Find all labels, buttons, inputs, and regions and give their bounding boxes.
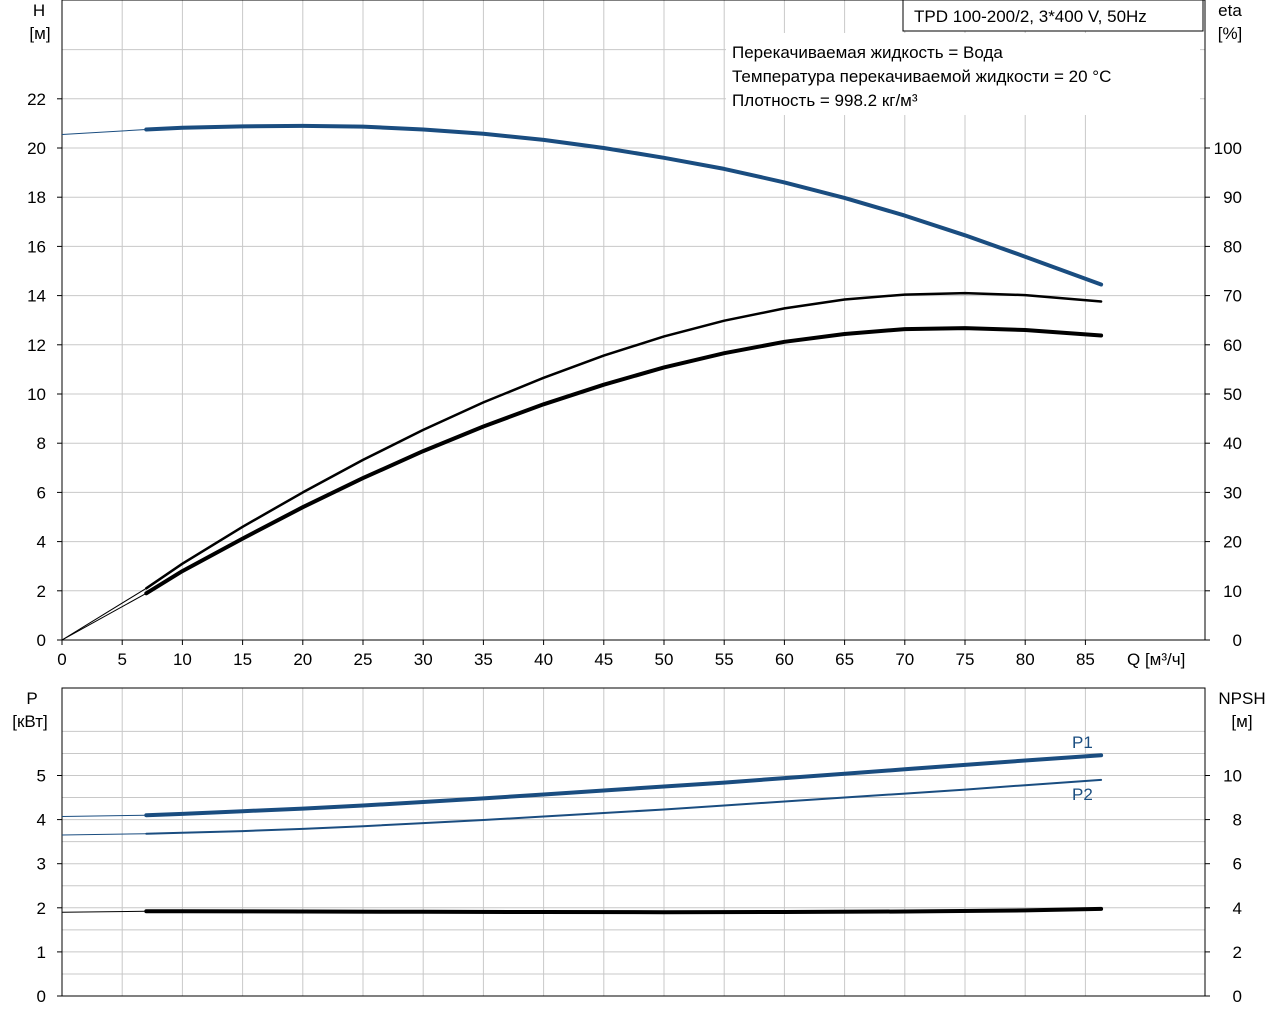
- bottom-left-axis-unit: [кВт]: [12, 712, 47, 731]
- top-right-tick-label: 30: [1223, 483, 1242, 502]
- top-left-tick-label: 20: [27, 139, 46, 158]
- x-tick-label: 40: [534, 650, 553, 669]
- bottom-left-tick-label: 4: [37, 811, 46, 830]
- top-left-tick-label: 0: [37, 631, 46, 650]
- x-tick-label: 0: [57, 650, 66, 669]
- top-right-tick-label: 10: [1223, 582, 1242, 601]
- x-tick-label: 60: [775, 650, 794, 669]
- top-left-tick-label: 8: [37, 434, 46, 453]
- top-left-tick-label: 16: [27, 237, 46, 256]
- NPSH-curve: [144, 906, 1104, 915]
- info-box: [726, 33, 1200, 115]
- top-right-tick-label: 20: [1223, 533, 1242, 552]
- top-right-tick-label: 40: [1223, 434, 1242, 453]
- top-left-tick-label: 22: [27, 90, 46, 109]
- top-right-tick-label: 60: [1223, 336, 1242, 355]
- P1-curve-extrapolated: [61, 814, 147, 817]
- top-right-axis-unit: [%]: [1218, 24, 1243, 43]
- bottom-right-tick-label: 4: [1233, 899, 1242, 918]
- top-left-tick-label: 14: [27, 287, 46, 306]
- top-left-axis-unit: [м]: [29, 24, 50, 43]
- top-left-tick-label: 6: [37, 483, 46, 502]
- P2-curve-extrapolated: [61, 833, 147, 836]
- x-tick-label: 35: [474, 650, 493, 669]
- x-tick-label: 85: [1076, 650, 1095, 669]
- x-axis-label: Q [м³/ч]: [1127, 650, 1185, 669]
- top-right-tick-label: 80: [1223, 237, 1242, 256]
- x-tick-label: 80: [1016, 650, 1035, 669]
- x-tick-label: 10: [173, 650, 192, 669]
- eta-upper-curve-extrapolated: [61, 587, 147, 641]
- top-left-axis-label: H: [33, 1, 45, 20]
- eta-lower-curve: [144, 326, 1104, 596]
- top-right-tick-label: 0: [1233, 631, 1242, 650]
- bottom-right-tick-label: 0: [1233, 987, 1242, 1006]
- model-box: [902, 0, 1204, 32]
- model-title: TPD 100-200/2, 3*400 V, 50Hz: [914, 7, 1147, 26]
- bottom-right-axis-label: NPSH: [1218, 689, 1265, 708]
- x-tick-label: 15: [233, 650, 252, 669]
- x-tick-label: 75: [956, 650, 975, 669]
- top-right-tick-label: 70: [1223, 287, 1242, 306]
- top-right-axis-label: eta: [1218, 1, 1242, 20]
- x-tick-label: 5: [117, 650, 126, 669]
- eta-lower-curve-extrapolated: [61, 592, 147, 641]
- bottom-left-axis-label: P: [26, 689, 37, 708]
- x-tick-label: 50: [655, 650, 674, 669]
- p1-series-label: P1: [1072, 733, 1093, 752]
- bottom-left-tick-label: 0: [37, 987, 46, 1006]
- top-left-tick-label: 4: [37, 533, 46, 552]
- x-tick-label: 65: [835, 650, 854, 669]
- top-right-tick-label: 50: [1223, 385, 1242, 404]
- bottom-right-tick-label: 10: [1223, 767, 1242, 786]
- p2-series-label: P2: [1072, 785, 1093, 804]
- bottom-left-tick-label: 5: [37, 767, 46, 786]
- P2-curve: [145, 778, 1103, 835]
- x-tick-label: 20: [293, 650, 312, 669]
- bottom-right-axis-unit: [м]: [1231, 712, 1252, 731]
- top-left-tick-label: 12: [27, 336, 46, 355]
- bottom-left-tick-label: 3: [37, 855, 46, 874]
- bottom-right-tick-label: 6: [1233, 855, 1242, 874]
- x-tick-label: 25: [354, 650, 373, 669]
- x-tick-label: 30: [414, 650, 433, 669]
- top-left-tick-label: 10: [27, 385, 46, 404]
- NPSH-curve-extrapolated: [61, 910, 147, 913]
- info-temperature: Температура перекачиваемой жидкости = 20…: [732, 67, 1111, 86]
- top-left-tick-label: 2: [37, 582, 46, 601]
- top-right-tick-label: 100: [1214, 139, 1242, 158]
- bottom-plot-frame: [61, 687, 1206, 997]
- info-fluid: Перекачиваемая жидкость = Вода: [732, 43, 1003, 62]
- bottom-right-tick-label: 8: [1233, 811, 1242, 830]
- top-right-tick-label: 90: [1223, 188, 1242, 207]
- bottom-right-tick-label: 2: [1233, 943, 1242, 962]
- x-tick-label: 55: [715, 650, 734, 669]
- top-plot-frame: [61, 0, 1206, 641]
- eta-upper-curve: [145, 291, 1103, 590]
- bottom-left-tick-label: 2: [37, 899, 46, 918]
- head-curve: [144, 123, 1104, 287]
- head-curve-extrapolated: [61, 129, 147, 135]
- top-left-tick-label: 18: [27, 188, 46, 207]
- info-density: Плотность = 998.2 кг/м³: [732, 91, 918, 110]
- x-tick-label: 70: [895, 650, 914, 669]
- P1-curve: [144, 753, 1104, 818]
- bottom-left-tick-label: 1: [37, 943, 46, 962]
- x-tick-label: 45: [594, 650, 613, 669]
